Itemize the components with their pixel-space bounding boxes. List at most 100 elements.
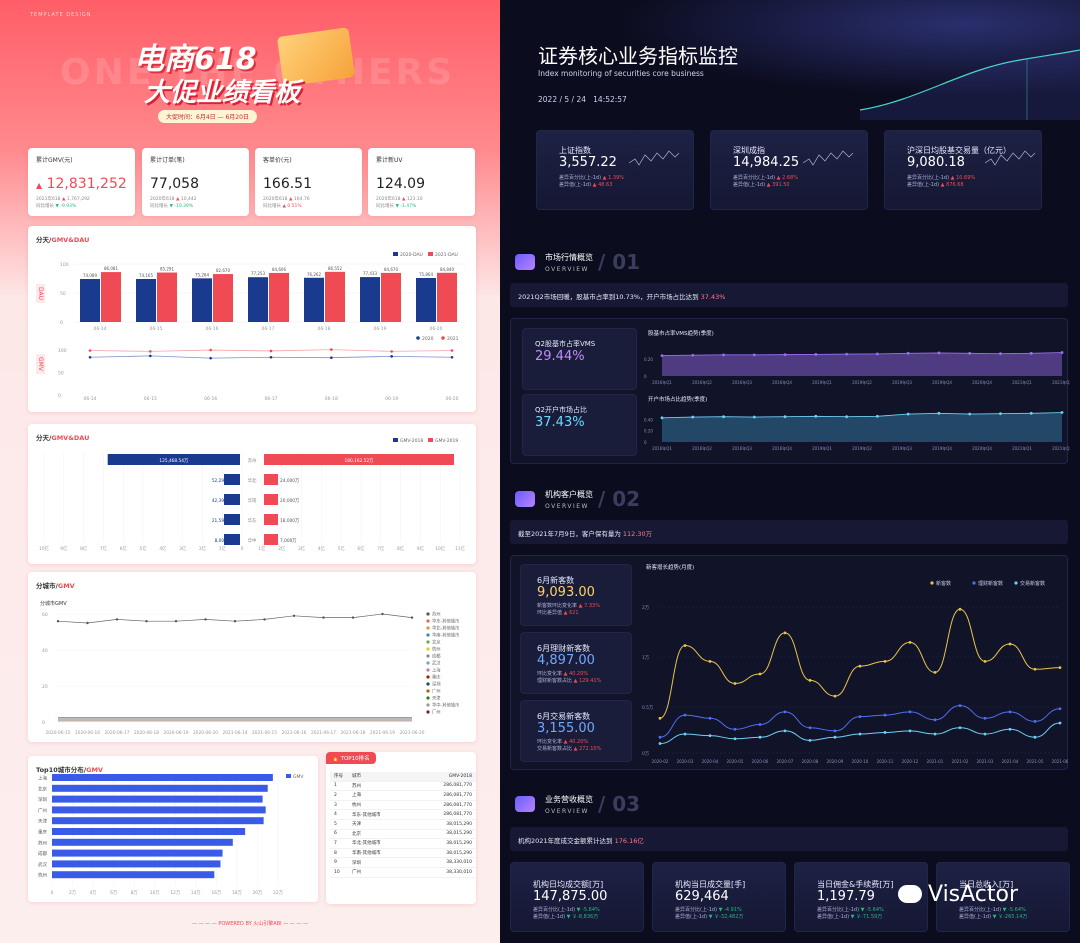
section-revenue: 业务营收概览 OVERVIEW/ 03 [510, 790, 1070, 826]
kpi-label: 累计GMV(元) [36, 157, 73, 164]
panel-title: 分城市/GMV [36, 582, 75, 590]
legend-label: 2020-DAU [400, 252, 423, 258]
dau-axis-label: DAU [36, 284, 45, 304]
point [808, 726, 812, 730]
data-label: 24,000万 [280, 478, 300, 484]
point [906, 412, 910, 416]
bar-right [264, 474, 278, 485]
x-tick: 06-19 [373, 326, 386, 332]
kpi-label: 客单价(元) [263, 157, 292, 164]
bar [52, 774, 273, 781]
data-label: 21,598.54万 [212, 518, 239, 524]
x-tick: 6亿 [357, 545, 365, 552]
x-tick: 6万 [110, 890, 118, 896]
center-label: 华东 [248, 517, 257, 524]
legend-swatch [426, 654, 430, 658]
sparkline-icon [803, 150, 853, 166]
point [908, 641, 912, 644]
point [351, 616, 355, 619]
legend-swatch [426, 612, 430, 616]
point [845, 352, 849, 356]
bar [52, 849, 223, 857]
table-row: 6 北京 38,015,290 [330, 830, 476, 840]
legend-swatch [393, 438, 398, 442]
point [858, 732, 862, 736]
bar-right [264, 534, 278, 545]
legend-swatch [426, 619, 430, 623]
point [1060, 411, 1064, 414]
legend-label: 上海 [432, 667, 441, 674]
x-tick: 2019年Q4 [932, 379, 952, 385]
x-tick: 2021-06-16 [282, 730, 307, 736]
point [1058, 707, 1062, 711]
legend-label: 厂州 [432, 710, 441, 716]
legend-swatch [930, 581, 934, 585]
kpi-value: 77,058 [150, 176, 199, 192]
x-tick: 9亿 [60, 545, 68, 552]
data-label: 85,291 [160, 267, 174, 272]
legend-label: 华南-其他城市 [432, 632, 460, 639]
panel-title: 分天/GMV&DAU [36, 236, 90, 244]
kpi-sub1: 2020年618 ▲ 164.76 [263, 197, 310, 202]
point [204, 618, 207, 621]
data-label: 8,000.54万 [215, 538, 239, 544]
y-tick: 深圳 [38, 796, 47, 803]
bar-left [107, 454, 241, 465]
y-tick: 广州 [38, 807, 47, 814]
point [958, 726, 962, 730]
x-tick: 2019年Q3 [892, 445, 912, 451]
point [858, 715, 862, 719]
bar [52, 806, 266, 814]
legend-label: 杭州 [432, 646, 441, 653]
point [88, 355, 92, 359]
point [658, 735, 662, 739]
bar [52, 838, 233, 846]
legend-swatch [426, 633, 430, 637]
point [683, 644, 687, 647]
point [937, 351, 941, 355]
data-label: 52,295.54万 [212, 478, 239, 484]
point [758, 735, 762, 739]
bar [80, 279, 100, 322]
x-tick: 2021年Q1 [1012, 445, 1032, 451]
point [56, 620, 60, 623]
point [958, 607, 962, 611]
revenue-card: 当日总收入[万] 差异百分比(上-1d) ▼ -5.64% 差异值(上-1d) … [936, 862, 1070, 932]
table-row: 5 天津 38,015,290 [330, 820, 476, 830]
x-tick: 2021年Q2 [1052, 379, 1070, 385]
x-tick: 2021年Q2 [1052, 445, 1070, 451]
point [263, 618, 266, 621]
x-tick: 2021-06-15 [252, 730, 277, 736]
point [783, 415, 787, 419]
x-tick: 2020-06-15 [46, 730, 71, 736]
data-label: 7,000万 [280, 538, 297, 544]
series-line [659, 608, 1061, 719]
center-label: 苏州 [248, 457, 257, 464]
legend-swatch [426, 647, 430, 651]
bar [192, 278, 212, 322]
daily-gmv-dau-panel: 分天/GMV&DAU DAU GMV 0 50 100 2020-DAU 2021-DA… [28, 226, 476, 412]
point [733, 737, 737, 741]
legend-label: GMV-2018 [400, 438, 423, 444]
bar [213, 274, 233, 322]
x-tick: 2亿 [278, 545, 286, 552]
title-line2: 大促业绩看板 [144, 78, 301, 108]
x-tick: 14万 [191, 890, 201, 896]
point [683, 713, 687, 717]
wechat-icon [898, 885, 922, 903]
point [658, 742, 662, 745]
legend-swatch [426, 661, 430, 665]
institution-banner: 截至2021年7月9日，客户保有量为 112.30万 [510, 520, 1068, 544]
y-tick: 1万 [642, 655, 650, 661]
table-row: 8 华南-其他城市 38,015,290 [330, 849, 476, 859]
data-label: 76,262 [307, 272, 321, 277]
vms-card: Q2股基市占率VMS 29.44% [522, 328, 637, 390]
x-tick: 20万 [253, 890, 263, 896]
section-market: 市场行情概览 OVERVIEW/ 01 [510, 248, 1070, 284]
point [983, 716, 987, 720]
data-label: 84,606 [272, 267, 286, 272]
x-tick: 2021-05 [1027, 759, 1044, 764]
point [814, 414, 818, 418]
sparkline-icon [629, 150, 679, 166]
x-tick: 5亿 [140, 545, 148, 552]
